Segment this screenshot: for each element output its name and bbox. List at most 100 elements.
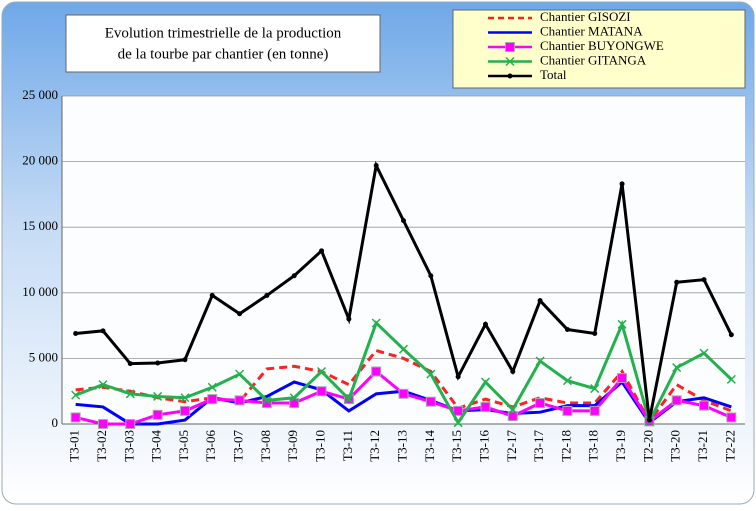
chart-title: Evolution trimestrielle de la production xyxy=(105,25,342,41)
marker xyxy=(619,181,625,187)
marker xyxy=(125,419,136,429)
marker xyxy=(592,330,598,336)
marker xyxy=(398,388,409,399)
y-tick-label: 10 000 xyxy=(22,284,58,299)
marker xyxy=(371,366,382,377)
x-tick-label: T3-02 xyxy=(94,430,109,462)
marker xyxy=(71,390,81,400)
marker xyxy=(507,73,513,79)
x-tick-label: T3-21 xyxy=(695,430,710,462)
marker xyxy=(155,360,161,366)
x-tick-label: T2-22 xyxy=(722,430,737,462)
marker xyxy=(699,348,709,358)
marker xyxy=(426,369,436,379)
marker xyxy=(728,332,734,338)
marker xyxy=(100,328,106,334)
marker xyxy=(153,391,163,401)
series-line xyxy=(75,348,732,425)
marker xyxy=(505,56,515,67)
y-tick-label: 15 000 xyxy=(22,218,58,233)
marker xyxy=(234,395,245,406)
marker xyxy=(127,361,133,367)
legend-label: Chantier MATANA xyxy=(540,23,643,38)
x-tick-label: T3-06 xyxy=(203,430,218,462)
x-tick-label: T3-04 xyxy=(149,430,164,462)
marker xyxy=(537,298,543,304)
x-tick-label: T3-15 xyxy=(449,430,464,462)
marker xyxy=(289,393,299,403)
x-tick-label: T3-08 xyxy=(258,430,273,462)
marker xyxy=(701,277,707,283)
marker xyxy=(346,316,352,322)
marker xyxy=(508,405,518,415)
marker xyxy=(401,218,406,224)
x-tick-label: T3-03 xyxy=(121,430,136,462)
x-tick-label: T3-14 xyxy=(422,430,437,462)
marker xyxy=(73,330,79,336)
marker xyxy=(699,400,710,411)
marker xyxy=(453,405,464,416)
x-tick-label: T2-17 xyxy=(504,430,519,462)
marker xyxy=(674,279,680,285)
legend-label: Total xyxy=(540,67,567,82)
x-tick-label: T3-05 xyxy=(176,430,191,462)
marker xyxy=(319,248,325,254)
y-tick-label: 25 000 xyxy=(22,87,58,102)
marker xyxy=(535,398,546,409)
x-tick-label: T3-16 xyxy=(476,430,491,462)
marker xyxy=(180,393,190,403)
legend-label: Chantier BUYONGWE xyxy=(540,38,664,53)
legend-label: Chantier GISOZI xyxy=(540,9,631,24)
marker xyxy=(97,419,108,429)
plot-area xyxy=(62,96,745,424)
marker xyxy=(590,384,600,394)
marker xyxy=(505,42,515,52)
x-tick-label: T2-18 xyxy=(558,430,573,462)
marker xyxy=(726,412,737,423)
marker xyxy=(373,163,379,169)
y-tick-label: 0 xyxy=(52,415,59,430)
marker xyxy=(237,311,243,317)
x-tick-label: T3-10 xyxy=(313,430,328,462)
marker xyxy=(672,363,682,373)
marker xyxy=(179,405,190,416)
x-tick-label: T3-09 xyxy=(285,430,300,462)
marker xyxy=(535,356,545,366)
marker xyxy=(564,327,570,333)
marker xyxy=(344,394,354,404)
marker xyxy=(646,417,652,423)
marker xyxy=(125,389,135,399)
marker xyxy=(480,401,491,412)
x-tick-label: T2-20 xyxy=(640,430,655,462)
marker xyxy=(262,395,272,405)
marker xyxy=(480,377,490,387)
marker xyxy=(152,409,163,420)
chart-title: de la tourbe par chantier (en tonne) xyxy=(118,46,329,62)
marker xyxy=(453,418,463,428)
marker xyxy=(428,273,434,279)
marker xyxy=(671,395,682,406)
marker xyxy=(398,344,409,354)
marker xyxy=(482,321,488,327)
x-tick-label: T3-17 xyxy=(531,430,546,462)
marker xyxy=(207,382,217,392)
y-tick-label: 20 000 xyxy=(22,153,58,168)
marker xyxy=(510,369,516,375)
marker xyxy=(207,394,218,405)
x-tick-label: T3-12 xyxy=(367,430,382,462)
y-tick-label: 5 000 xyxy=(29,349,58,364)
x-tick-label: T3-20 xyxy=(668,430,683,462)
marker xyxy=(617,373,628,384)
marker xyxy=(617,319,627,329)
x-tick-label: T3-01 xyxy=(67,430,82,462)
marker xyxy=(562,405,573,416)
marker xyxy=(562,376,572,386)
legend-label: Chantier GITANGA xyxy=(540,52,647,67)
x-tick-label: T3-13 xyxy=(394,430,409,462)
title-box xyxy=(65,14,381,73)
marker xyxy=(209,292,215,298)
marker xyxy=(455,374,461,380)
marker xyxy=(316,386,327,397)
marker xyxy=(264,292,270,298)
